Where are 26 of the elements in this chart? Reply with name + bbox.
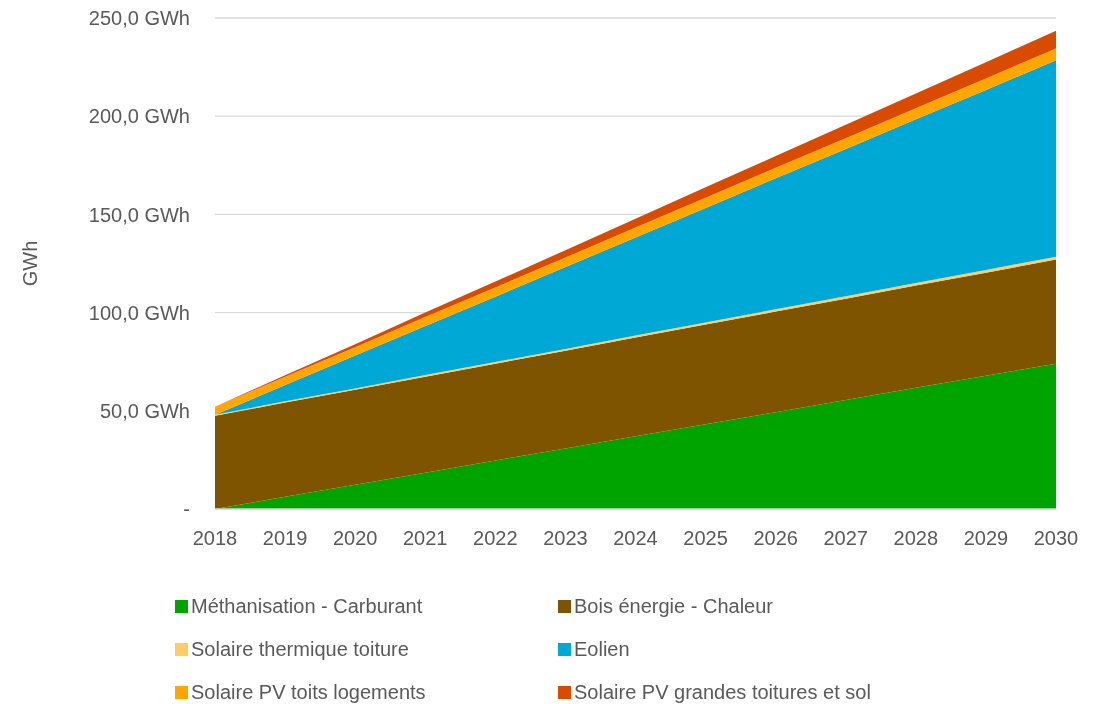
x-tick-label: 2030 xyxy=(1033,527,1079,550)
legend-label: Bois énergie - Chaleur xyxy=(574,594,773,618)
x-tick-label: 2026 xyxy=(753,527,798,550)
y-tick-label: 150,0 GWh xyxy=(88,203,190,226)
y-tick-label: 50,0 GWh xyxy=(99,399,190,422)
x-tick-label: 2019 xyxy=(262,527,308,550)
legend-label: Solaire PV grandes toitures et sol xyxy=(574,680,871,704)
x-tick-label: 2021 xyxy=(403,527,448,550)
x-tick-label: 2025 xyxy=(683,527,728,550)
y-axis-title: GWh xyxy=(19,240,41,287)
legend-label: Eolien xyxy=(574,637,630,661)
legend-label: Méthanisation - Carburant xyxy=(191,594,423,618)
y-tick-label: - xyxy=(183,498,190,521)
y-tick-label: 100,0 GWh xyxy=(88,301,190,324)
x-tick-label: 2028 xyxy=(893,527,939,550)
x-tick-label: 2027 xyxy=(823,527,868,550)
y-tick-label: 250,0 GWh xyxy=(88,7,190,30)
legend-label: Solaire PV toits logements xyxy=(191,680,426,704)
legend-label: Solaire thermique toiture xyxy=(191,637,409,661)
x-tick-label: 2023 xyxy=(543,527,588,550)
x-tick-label: 2022 xyxy=(473,527,518,550)
x-tick-label: 2020 xyxy=(332,527,378,550)
x-tick-label: 2024 xyxy=(613,527,658,550)
x-tick-label: 2018 xyxy=(192,527,238,550)
y-tick-label: 200,0 GWh xyxy=(88,105,190,128)
x-tick-label: 2029 xyxy=(963,527,1009,550)
